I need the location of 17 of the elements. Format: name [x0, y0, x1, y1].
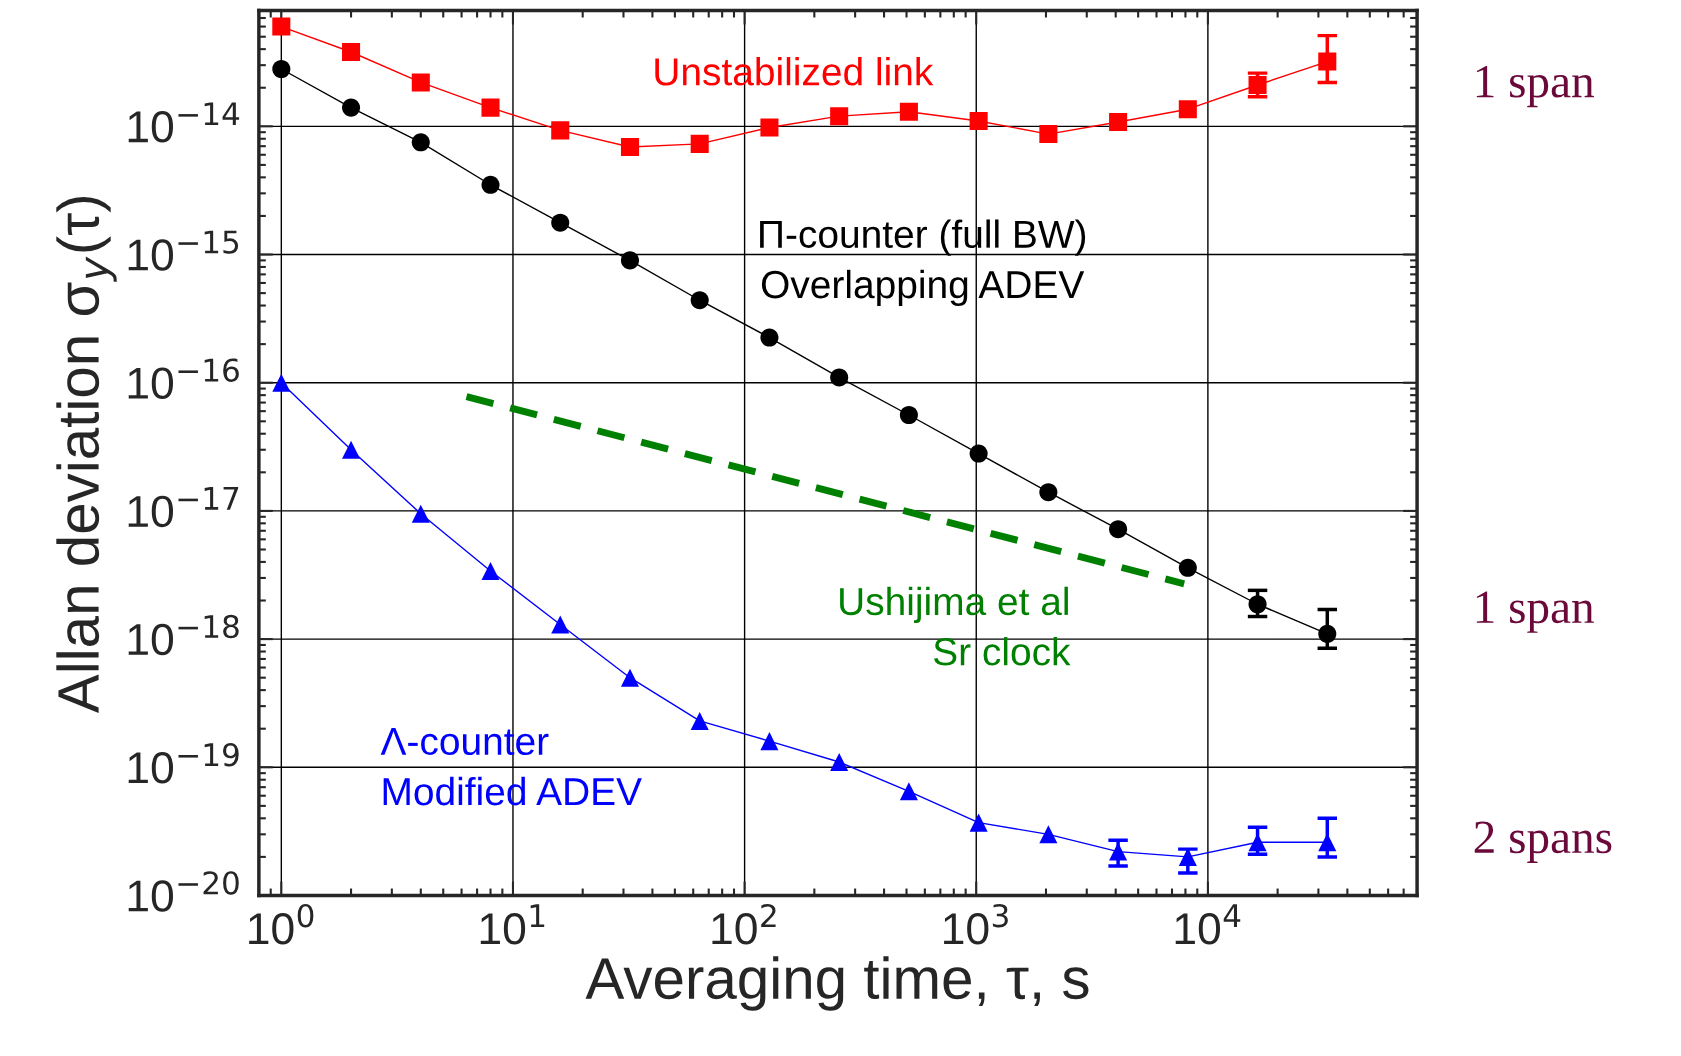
x-tick-label: 10$^{0}$	[249, 903, 314, 945]
text: 1 span	[1476, 65, 1594, 108]
y-tick-label: 10$^{−18}$	[128, 614, 239, 656]
y-axis-title: Allan deviation σ$_{y}$(τ)	[56, 196, 117, 714]
y-tick-label: 10$^{−19}$	[128, 742, 239, 784]
x-tick-label: 10$^{1}$	[480, 904, 545, 945]
y-tick-label: 10$^{−20}$	[128, 871, 239, 912]
y-tick-label: 10$^{−17}$	[128, 487, 239, 528]
text: 2 spans	[1474, 821, 1612, 863]
y-tick-label: 10$^{−14}$	[128, 102, 240, 143]
y-tick-label: 10$^{−15}$	[128, 230, 239, 271]
y-tick-label: 10$^{−16}$	[128, 358, 239, 399]
text: 1 span	[1476, 591, 1594, 633]
x-tick-label: 10$^{2}$	[712, 903, 776, 945]
x-axis-title: Averaging time, τ, s	[585, 956, 1089, 1011]
x-tick-label: 10$^{3}$	[944, 903, 1008, 945]
x-tick-label: 10$^{4}$	[1175, 904, 1241, 945]
